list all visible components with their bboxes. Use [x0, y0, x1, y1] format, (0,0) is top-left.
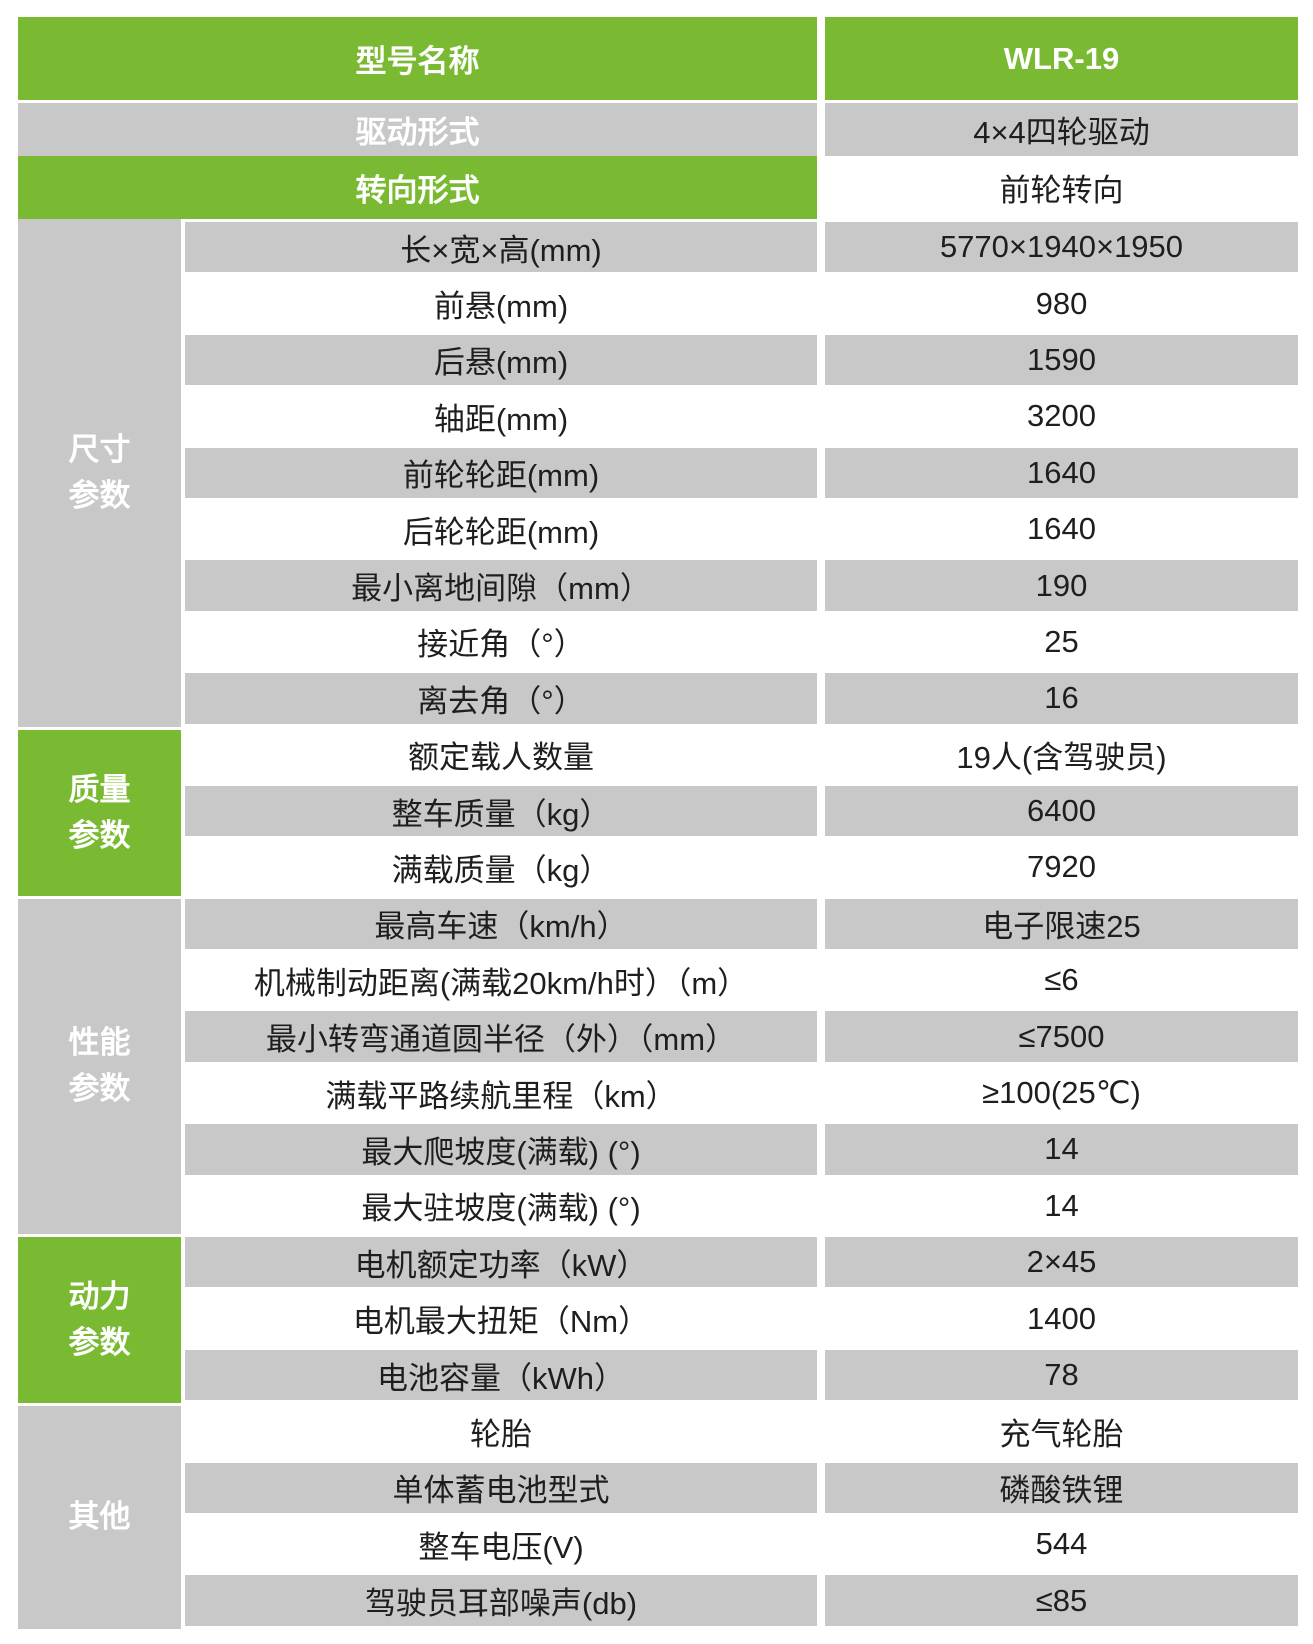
spec-value: 980 — [825, 275, 1298, 332]
spec-value: 7920 — [825, 839, 1298, 896]
spec-value: 19人(含驾驶员) — [825, 726, 1298, 783]
spec-label: 长×宽×高(mm) — [185, 219, 817, 276]
spec-value: 充气轮胎 — [825, 1403, 1298, 1460]
spec-value: 5770×1940×1950 — [825, 219, 1298, 276]
group-label: 性能 参数 — [18, 895, 181, 1235]
spec-value: 2×45 — [825, 1234, 1298, 1291]
spec-label: 最小转弯通道圆半径（外）（mm） — [185, 1008, 817, 1065]
spec-label: 驾驶员耳部噪声(db) — [185, 1572, 817, 1629]
spec-label: 最高车速（km/h） — [185, 895, 817, 953]
spec-label: 最大爬坡度(满载) (°) — [185, 1121, 817, 1178]
spec-value: 磷酸铁锂 — [825, 1459, 1298, 1516]
spec-label: 后悬(mm) — [185, 331, 817, 389]
spec-value: 14 — [825, 1121, 1298, 1178]
spec-value: 14 — [825, 1177, 1298, 1235]
spec-value: 1640 — [825, 444, 1298, 501]
spec-value: ≥100(25℃) — [825, 1064, 1298, 1122]
spec-value: 16 — [825, 670, 1298, 727]
spec-value: 6400 — [825, 782, 1298, 840]
spec-label: 电池容量（kWh） — [185, 1346, 817, 1404]
spec-label: 轴距(mm) — [185, 388, 817, 445]
spec-label: 电机最大扭矩（Nm） — [185, 1290, 817, 1347]
spec-value: 190 — [825, 557, 1298, 614]
spec-value: ≤7500 — [825, 1008, 1298, 1065]
spec-label: 整车质量（kg） — [185, 782, 817, 840]
spec-label: 接近角（°） — [185, 613, 817, 671]
spec-label: 机械制动距离(满载20km/h时）（m） — [185, 952, 817, 1009]
header-label: 型号名称 — [18, 17, 817, 100]
spec-value: ≤85 — [825, 1572, 1298, 1629]
spec-label: 单体蓄电池型式 — [185, 1459, 817, 1516]
spec-value: 电子限速25 — [825, 895, 1298, 953]
spec-value: 1640 — [825, 500, 1298, 558]
spec-label: 后轮轮距(mm) — [185, 500, 817, 558]
steering-label: 转向形式 — [18, 156, 817, 219]
spec-label: 电机额定功率（kW） — [185, 1234, 817, 1291]
spec-value: 1400 — [825, 1290, 1298, 1347]
group-label: 其他 — [18, 1403, 181, 1629]
spec-value: 78 — [825, 1346, 1298, 1404]
group-label: 质量 参数 — [18, 726, 181, 896]
spec-table: 型号名称 WLR-19 驱动形式 4×4四轮驱动 转向形式 前轮转向尺寸 参数 长×宽×高(… — [18, 17, 1298, 1629]
spec-value: 25 — [825, 613, 1298, 671]
spec-value: 1590 — [825, 331, 1298, 389]
header-value: WLR-19 — [825, 17, 1298, 100]
drive-value: 4×4四轮驱动 — [825, 100, 1298, 156]
steering-value: 前轮转向 — [825, 156, 1298, 219]
spec-label: 前悬(mm) — [185, 275, 817, 332]
group-label: 动力 参数 — [18, 1234, 181, 1404]
spec-label: 满载质量（kg） — [185, 839, 817, 896]
spec-label: 轮胎 — [185, 1403, 817, 1460]
spec-value: ≤6 — [825, 952, 1298, 1009]
drive-label: 驱动形式 — [18, 100, 817, 156]
spec-label: 前轮轮距(mm) — [185, 444, 817, 501]
group-label: 尺寸 参数 — [18, 219, 181, 727]
spec-value: 3200 — [825, 388, 1298, 445]
spec-label: 满载平路续航里程（km） — [185, 1064, 817, 1122]
spec-value: 544 — [825, 1515, 1298, 1573]
spec-label: 额定载人数量 — [185, 726, 817, 783]
spec-label: 最小离地间隙（mm） — [185, 557, 817, 614]
spec-label: 最大驻坡度(满载) (°) — [185, 1177, 817, 1235]
spec-label: 离去角（°） — [185, 670, 817, 727]
spec-label: 整车电压(V) — [185, 1515, 817, 1573]
